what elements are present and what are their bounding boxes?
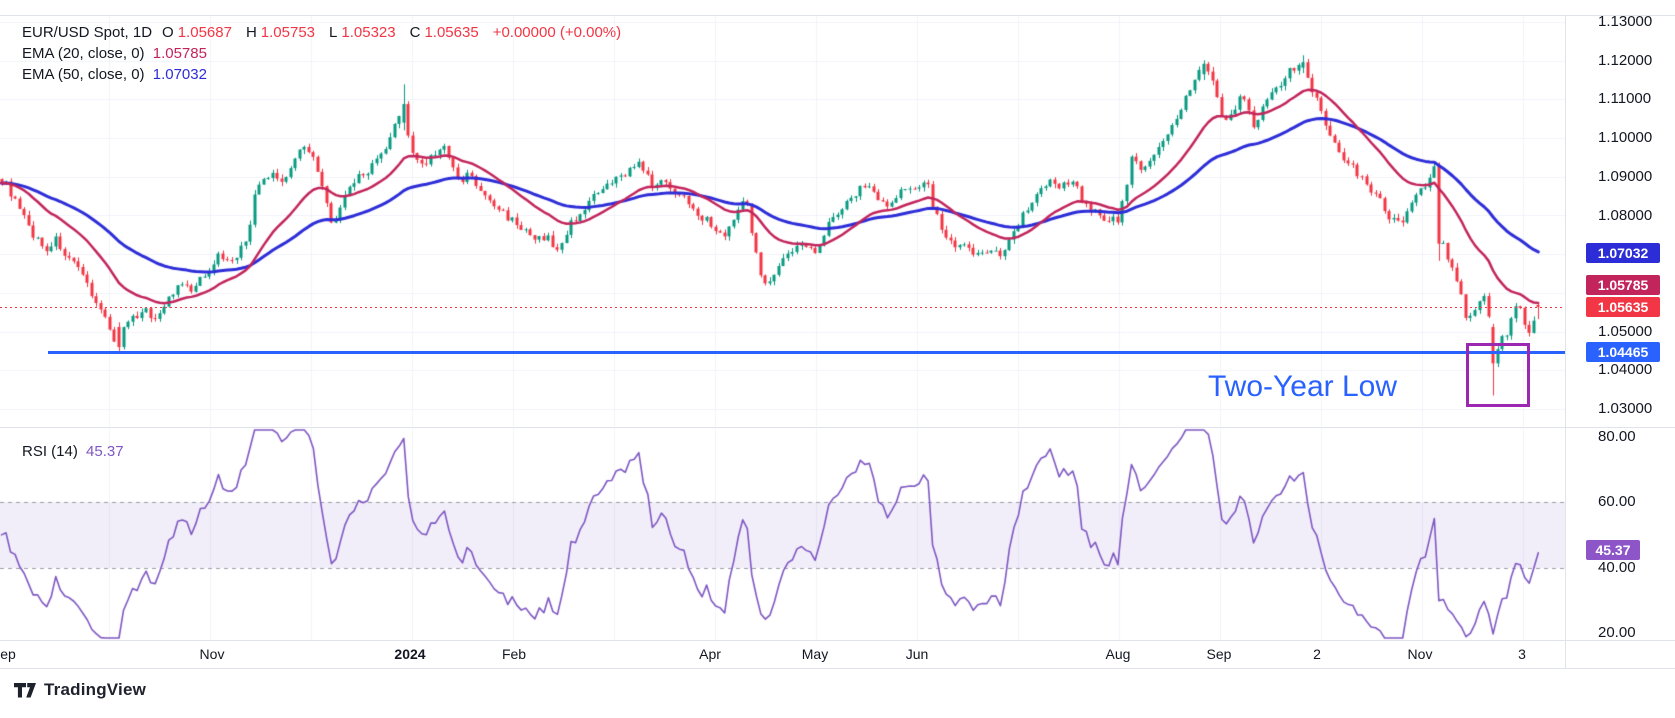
support-trendline[interactable]	[48, 351, 1565, 354]
tradingview-logo-icon	[14, 682, 37, 698]
ema50-legend-row[interactable]: EMA (50, close, 0) 1.07032	[22, 66, 211, 83]
price-axis-label: 1.03000	[1598, 400, 1653, 417]
symbol-title: EUR/USD Spot, 1D	[22, 24, 153, 41]
symbol-legend-row[interactable]: EUR/USD Spot, 1D O 1.05687 H 1.05753 L 1.05323…	[22, 24, 625, 41]
price-axis-label: 1.09000	[1598, 167, 1653, 185]
ema50-label: EMA (50, close, 0)	[22, 66, 145, 83]
rsi-axis-label: 80.00	[1598, 428, 1636, 445]
ohlc-low: L 1.05323	[329, 24, 396, 41]
price-axis-label: 1.05000	[1598, 322, 1653, 340]
axis-price-badge: 1.07032	[1586, 243, 1660, 263]
axis-price-badge: 1.04465	[1586, 342, 1660, 362]
time-axis-label: Nov	[1407, 646, 1433, 662]
time-axis-label: 2024	[394, 646, 426, 662]
time-axis-label: 3	[1518, 646, 1526, 662]
time-axis-label: Apr	[699, 646, 721, 662]
price-axis-label: 1.13000	[1598, 13, 1653, 30]
rsi-axis-label: 40.00	[1598, 558, 1636, 576]
chart-canvas[interactable]	[0, 0, 1565, 640]
ohlc-high: H 1.05753	[245, 24, 316, 41]
time-axis-label: Aug	[1105, 646, 1131, 662]
tradingview-footer[interactable]: TradingView	[14, 680, 146, 700]
price-axis-label: 1.04000	[1598, 361, 1653, 379]
time-axis-label: Jun	[905, 646, 929, 662]
time-axis-bottom-border	[0, 668, 1675, 669]
axis-price-badge: 1.05635	[1586, 297, 1660, 317]
time-axis-label: ep	[0, 646, 16, 662]
ema20-legend-row[interactable]: EMA (20, close, 0) 1.05785	[22, 45, 211, 62]
rsi-label: RSI (14)	[22, 443, 78, 460]
ema50-value: 1.07032	[152, 66, 207, 83]
rsi-axis-label: 20.00	[1598, 623, 1636, 641]
time-axis-label: Nov	[199, 646, 225, 662]
price-axis-label: 1.12000	[1598, 51, 1653, 69]
rsi-axis-label: 60.00	[1598, 493, 1636, 511]
ema20-value: 1.05785	[152, 45, 207, 62]
last-price-dotted-line	[0, 307, 1565, 308]
rsi-legend-row[interactable]: RSI (14) 45.37	[22, 443, 128, 460]
price-axis-border	[1565, 15, 1566, 668]
time-axis-top-border	[0, 640, 1675, 641]
time-axis-label: Sep	[1206, 646, 1232, 662]
tradingview-brand-text: TradingView	[44, 680, 147, 699]
two-year-low-rectangle[interactable]	[1466, 343, 1530, 407]
axis-price-badge: 45.37	[1586, 540, 1640, 560]
ohlc-close: C 1.05635	[409, 24, 479, 41]
axis-price-badge: 1.05785	[1586, 275, 1660, 295]
time-axis-label: Feb	[501, 646, 527, 662]
two-year-low-label[interactable]: Two-Year Low	[1208, 370, 1397, 403]
pane-separator[interactable]	[0, 427, 1675, 428]
change-value: +0.00000 (+0.00%)	[492, 24, 622, 41]
ohlc-open: O 1.05687	[162, 24, 232, 41]
rsi-value: 45.37	[86, 443, 124, 460]
chart-top-border	[0, 15, 1675, 16]
ema20-label: EMA (20, close, 0)	[22, 45, 145, 62]
price-axis-label: 1.08000	[1598, 206, 1653, 224]
price-axis-label: 1.10000	[1598, 129, 1653, 147]
time-axis-label: May	[801, 646, 829, 662]
time-axis-label: 2	[1313, 646, 1321, 662]
price-axis-label: 1.11000	[1598, 90, 1652, 108]
